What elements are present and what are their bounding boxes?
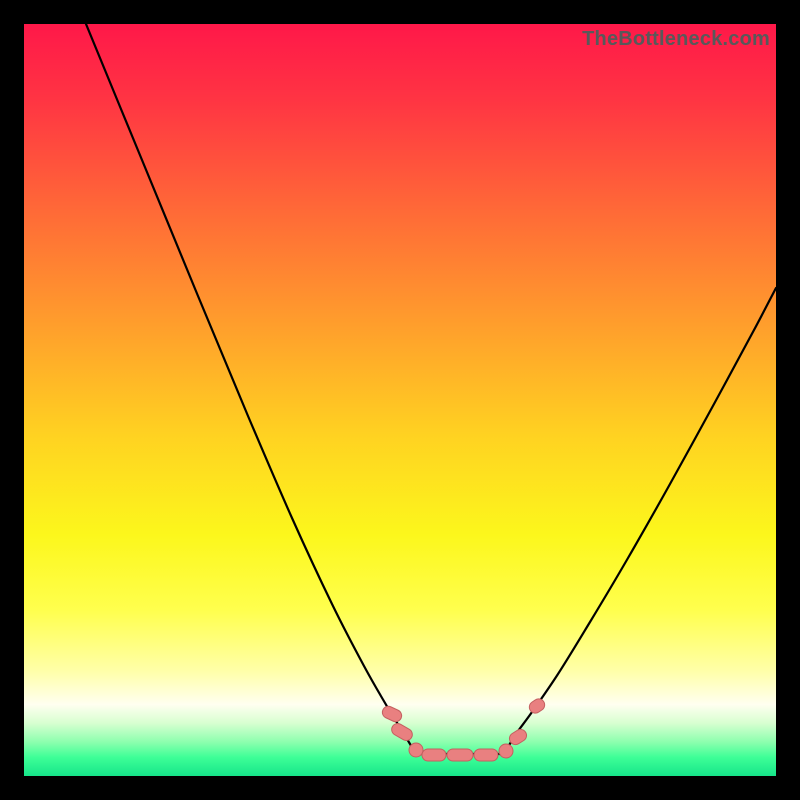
marker-group [380, 697, 547, 761]
marker-point [447, 749, 473, 761]
outer-frame: TheBottleneck.com [0, 0, 800, 800]
bottleneck-curve-left [86, 24, 416, 754]
marker-point [499, 744, 513, 758]
bottleneck-curve-right [504, 288, 776, 754]
marker-point [409, 743, 423, 757]
chart-svg [24, 24, 776, 776]
marker-point [527, 697, 547, 716]
marker-point [474, 749, 498, 761]
marker-point [422, 749, 446, 761]
marker-point [380, 704, 403, 723]
plot-area: TheBottleneck.com [24, 24, 776, 776]
marker-point [389, 721, 414, 742]
